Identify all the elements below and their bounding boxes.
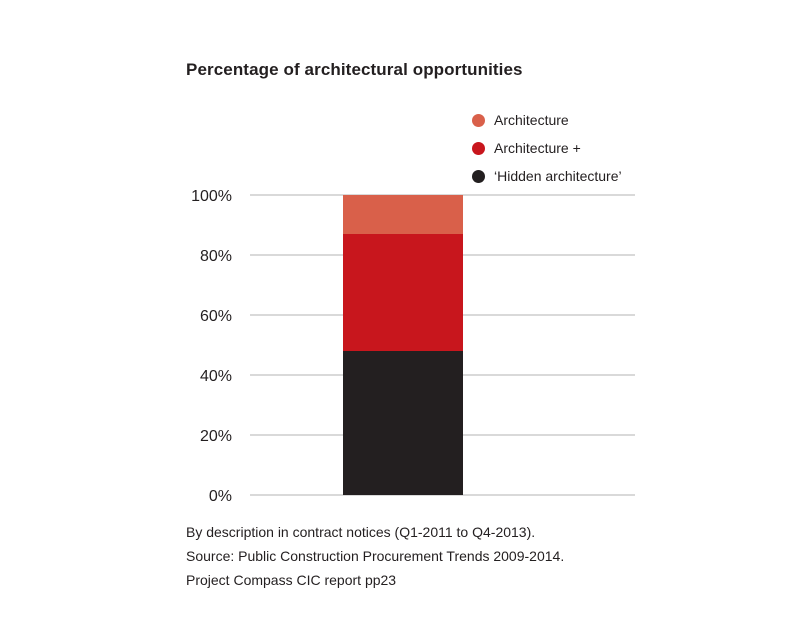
footnote-line-description: By description in contract notices (Q1-2… (186, 524, 536, 540)
y-tick-label-80: 80% (200, 248, 232, 265)
y-tick-label-60: 60% (200, 308, 232, 325)
legend-swatch-hidden-architecture (472, 169, 485, 183)
y-tick-label-20: 20% (200, 428, 232, 445)
legend-label-hidden-architecture: ‘Hidden architecture’ (494, 168, 622, 184)
chart-title: Percentage of architectural opportunitie… (186, 60, 523, 79)
legend-swatch-architecture (472, 113, 485, 127)
legend-item-hidden-architecture: ‘Hidden architecture’ (472, 162, 622, 190)
legend-item-architecture: Architecture (472, 106, 622, 134)
y-tick-label-0: 0% (209, 488, 232, 505)
footnote-line-report: Project Compass CIC report pp23 (186, 572, 397, 588)
y-tick-label-100: 100% (191, 188, 232, 205)
footnote-line-source: Source: Public Construction Procurement … (186, 548, 565, 564)
bar-segment-architecture (343, 195, 463, 234)
legend-swatch-architecture-plus (472, 141, 485, 155)
legend-label-architecture: Architecture (494, 112, 569, 128)
y-tick-label-40: 40% (200, 368, 232, 385)
chart-legend: Architecture Architecture + ‘Hidden arch… (472, 106, 622, 190)
bar-segment-architecture-plus (343, 234, 463, 351)
chart-footnote: By description in contract notices (Q1-2… (186, 520, 564, 592)
bar-stack (343, 195, 463, 495)
bar-segment-hidden-architecture (343, 351, 463, 495)
legend-label-architecture-plus: Architecture + (494, 140, 581, 156)
legend-item-architecture-plus: Architecture + (472, 134, 622, 162)
y-axis-ticks: 0% 20% 40% 60% 80% 100% (191, 188, 232, 505)
